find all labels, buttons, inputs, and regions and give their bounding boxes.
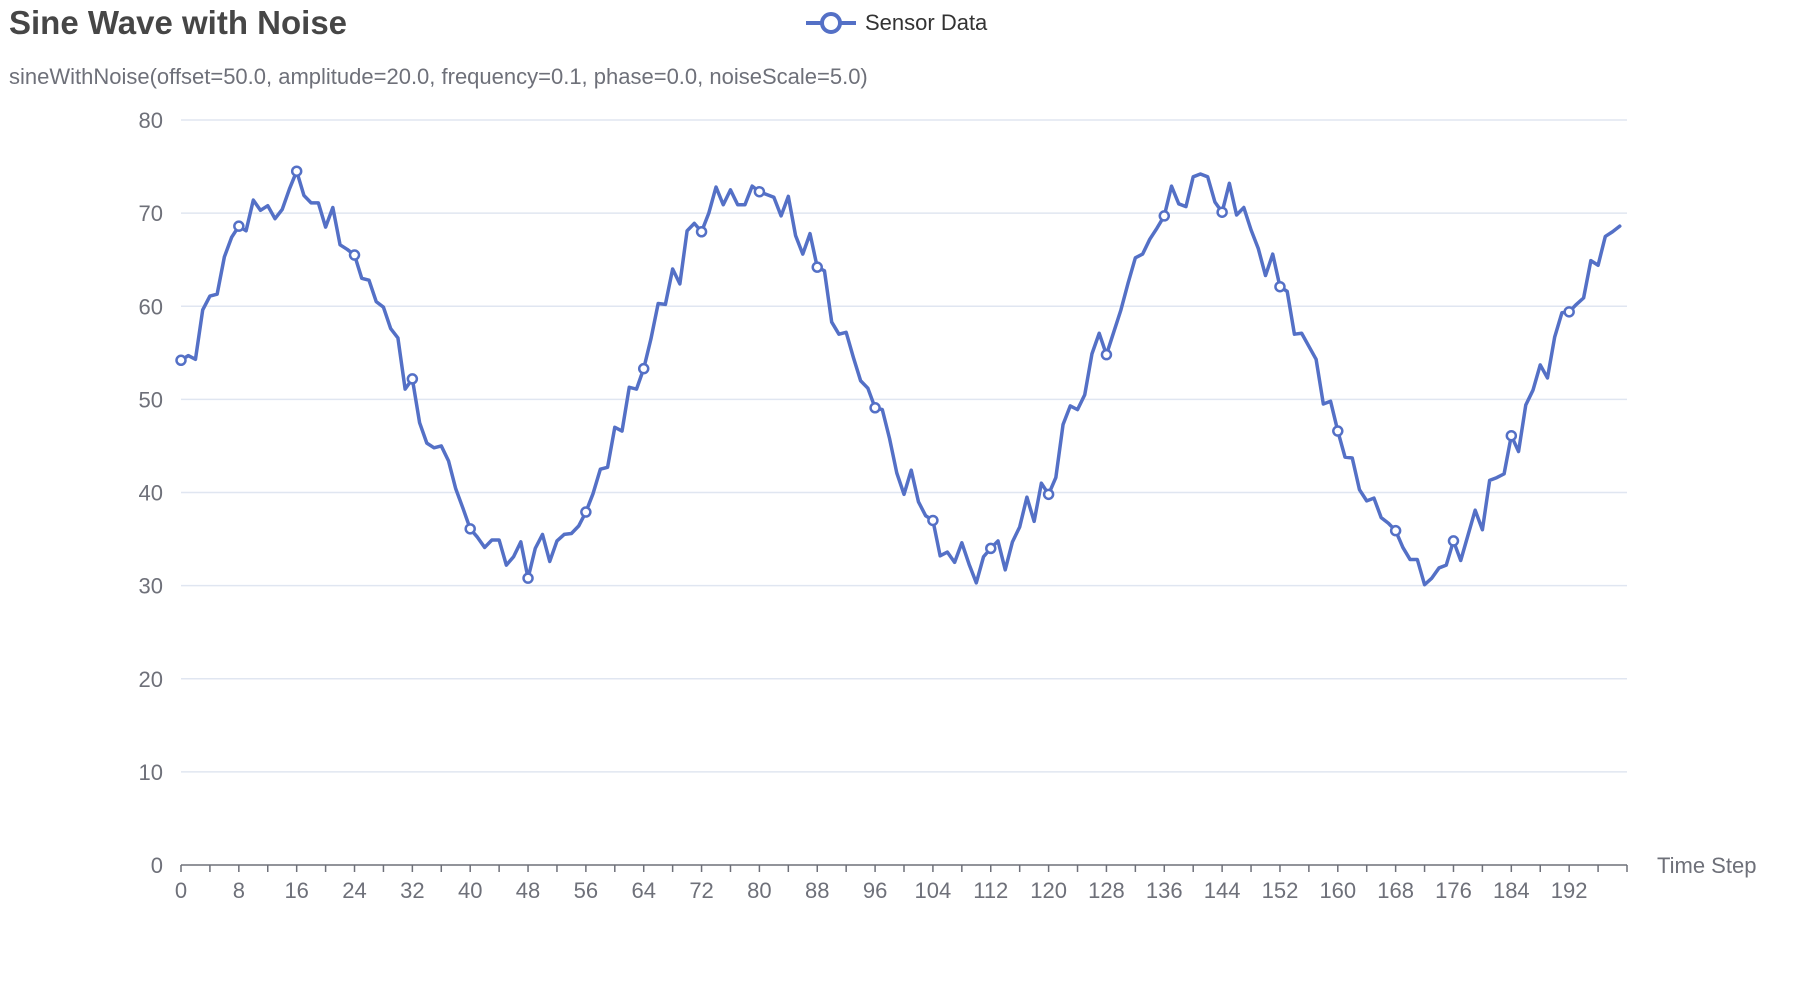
x-tick-label: 80 [747,878,771,903]
x-tick-label: 72 [689,878,713,903]
data-point [695,226,708,238]
x-axis-title: Time Step [1657,853,1756,878]
x-tick-label: 16 [284,878,308,903]
x-tick-label: 40 [458,878,482,903]
data-point [811,261,823,273]
data-point [522,572,534,584]
chart-title: Sine Wave with Noise [9,4,348,41]
chart-subtitle: sineWithNoise(offset=50.0, amplitude=20.… [9,64,868,89]
x-tick-label: 88 [805,878,829,903]
x-tick-label: 128 [1088,878,1125,903]
x-tick-label: 152 [1262,878,1299,903]
data-point [1332,425,1344,437]
data-point [1447,535,1460,547]
x-tick-label: 160 [1319,878,1356,903]
x-tick-label: 56 [574,878,598,903]
data-point [985,542,997,555]
data-point [753,185,766,198]
data-point [580,506,592,518]
y-tick-label: 0 [151,853,163,878]
data-point [869,402,881,414]
y-tick-label: 60 [139,294,163,319]
x-tick-label: 176 [1435,878,1472,903]
x-tick-label: 96 [863,878,887,903]
data-point [1389,524,1402,537]
y-tick-label: 50 [139,387,163,412]
x-tick-label: 32 [400,878,424,903]
data-point [1274,280,1286,293]
legend-label: Sensor Data [865,10,988,35]
data-point [637,362,650,375]
data-point [348,249,361,261]
x-tick-label: 168 [1377,878,1414,903]
x-tick-label: 184 [1493,878,1530,903]
data-point [290,165,303,177]
data-point [1042,488,1055,501]
data-point [464,523,476,535]
series-line-0 [179,169,1622,587]
data-point [1100,348,1113,361]
legend-item-sensor-data[interactable]: Sensor Data [806,8,987,38]
data-point [927,514,939,527]
x-tick-label: 48 [516,878,540,903]
x-tick-label: 0 [175,878,187,903]
data-point [1505,429,1518,442]
data-point [175,354,187,367]
x-tick-label: 64 [631,878,655,903]
data-point [1216,206,1228,218]
x-tick-label: 104 [915,878,952,903]
x-tick-label: 112 [973,878,1008,903]
y-tick-label: 40 [139,481,163,506]
data-point [406,373,419,385]
data-point [1158,210,1171,222]
x-tick-label: 192 [1551,878,1588,903]
x-tick-label: 144 [1204,878,1241,903]
y-tick-label: 20 [139,667,163,692]
y-tick-label: 70 [139,201,163,226]
x-tick-label: 120 [1030,878,1067,903]
data-point [1563,306,1575,318]
y-tick-label: 80 [139,108,163,133]
y-tick-label: 10 [139,760,163,785]
x-tick-label: 8 [233,878,245,903]
y-tick-label: 30 [139,574,163,599]
x-tick-label: 136 [1146,878,1183,903]
legend-line-circle-icon [806,12,856,34]
x-tick-label: 24 [342,878,366,903]
data-point [233,220,245,232]
